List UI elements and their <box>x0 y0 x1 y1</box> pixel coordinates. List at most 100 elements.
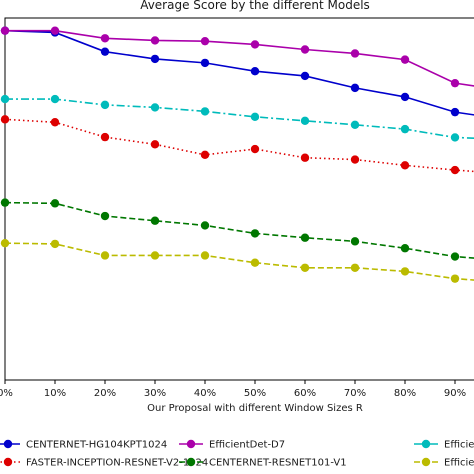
x-axis-label: Our Proposal with different Window Sizes… <box>147 403 363 414</box>
data-point <box>300 263 310 272</box>
plot-area-frame <box>4 17 474 381</box>
data-point <box>400 124 410 134</box>
data-point <box>100 251 110 260</box>
legend-label: CENTERNET-RESNET101-V1 <box>209 458 347 469</box>
data-point <box>200 251 210 260</box>
data-point <box>250 229 260 238</box>
x-tick-label: 10% <box>44 388 66 399</box>
data-point <box>300 45 310 54</box>
series-3 <box>0 198 474 261</box>
data-point <box>0 26 10 35</box>
data-point <box>0 94 10 104</box>
legend-label: FASTER-INCEPTION-RESNET-V2-1024 <box>26 458 208 469</box>
x-tick-label: 50% <box>244 388 266 399</box>
data-point <box>250 112 260 122</box>
data-point <box>350 83 360 93</box>
x-tick-label: 20% <box>94 388 116 399</box>
data-point <box>250 40 260 49</box>
legend-swatch-marker <box>3 457 13 467</box>
legend: CENTERNET-HG104KPT1024 FASTER-INCEPTION-R… <box>0 440 474 469</box>
data-point <box>200 221 210 230</box>
legend-item: EfficientDet-D3 <box>414 440 474 451</box>
series-line <box>4 242 474 281</box>
data-point <box>100 100 110 110</box>
data-point <box>150 54 160 64</box>
data-point <box>250 144 260 154</box>
legend-swatch-marker <box>421 457 431 467</box>
data-point <box>350 155 360 164</box>
series-1 <box>0 115 474 175</box>
legend-item: EfficientDet-D7 <box>179 440 285 451</box>
legend-label: CENTERNET-HG104KPT1024 <box>26 440 167 451</box>
data-point <box>100 47 110 56</box>
data-point <box>50 199 60 208</box>
data-point <box>250 67 260 76</box>
data-point <box>350 263 360 272</box>
data-point <box>150 216 160 225</box>
data-point <box>450 274 460 283</box>
x-tick-label: 60% <box>294 388 316 399</box>
legend-swatch-marker <box>186 439 196 449</box>
data-point <box>200 36 210 46</box>
legend-swatch-marker <box>186 457 196 467</box>
series-2 <box>0 26 474 88</box>
data-point <box>0 198 10 207</box>
series-5 <box>0 238 474 283</box>
data-point <box>450 165 460 175</box>
data-point <box>400 55 410 64</box>
data-point <box>0 238 10 248</box>
legend-swatch-marker <box>3 439 13 449</box>
data-point <box>200 58 210 68</box>
data-point <box>250 258 260 267</box>
legend-item: FASTER-INCEPTION-RESNET-V2-1024 <box>0 458 208 469</box>
data-point <box>400 267 410 276</box>
data-point <box>100 211 110 221</box>
data-point <box>450 107 460 117</box>
x-tick-label: 0% <box>0 388 13 399</box>
data-point <box>300 116 310 126</box>
series-0 <box>0 26 474 117</box>
legend-label: EfficientDet-D7 <box>209 440 285 451</box>
data-point <box>150 103 160 112</box>
data-point <box>100 132 110 142</box>
data-point <box>300 233 310 242</box>
legend-item: CENTERNET-RESNET101-V1 <box>179 458 347 469</box>
data-point <box>300 71 310 81</box>
series-line <box>5 98 474 139</box>
data-point <box>400 244 410 253</box>
data-point <box>50 94 60 104</box>
x-tick-label: 80% <box>394 388 416 399</box>
series-4 <box>0 94 474 142</box>
data-point <box>350 120 360 129</box>
data-point <box>300 153 310 162</box>
legend-label: EfficientDet-D0 <box>444 458 474 469</box>
data-point <box>150 140 160 149</box>
data-point <box>400 92 410 102</box>
data-point <box>50 239 60 249</box>
data-point <box>350 237 360 246</box>
data-point <box>150 251 160 260</box>
data-point <box>50 118 60 127</box>
legend-label: EfficientDet-D3 <box>444 440 474 451</box>
data-point <box>200 107 210 116</box>
data-point <box>0 115 10 124</box>
data-point <box>450 133 460 142</box>
data-point <box>150 36 160 45</box>
x-tick-label: 40% <box>194 388 216 399</box>
data-point <box>450 252 460 261</box>
data-point <box>100 34 110 43</box>
x-tick-label: 70% <box>344 388 366 399</box>
data-point <box>450 78 460 88</box>
data-point <box>400 161 410 170</box>
data-point <box>200 150 210 160</box>
data-point <box>50 26 60 35</box>
x-tick-label: 30% <box>144 388 166 399</box>
legend-item: EfficientDet-D0 <box>414 458 474 469</box>
x-tick-label: 90% <box>444 388 466 399</box>
legend-item: CENTERNET-HG104KPT1024 <box>0 440 167 451</box>
x-axis-ticks: 0%10%20%30%40%50%60%70%80%90%100% <box>0 380 466 399</box>
series-group <box>0 26 474 283</box>
chart-title: Average Score by the different Models <box>140 0 370 12</box>
legend-swatch-marker <box>421 439 431 449</box>
